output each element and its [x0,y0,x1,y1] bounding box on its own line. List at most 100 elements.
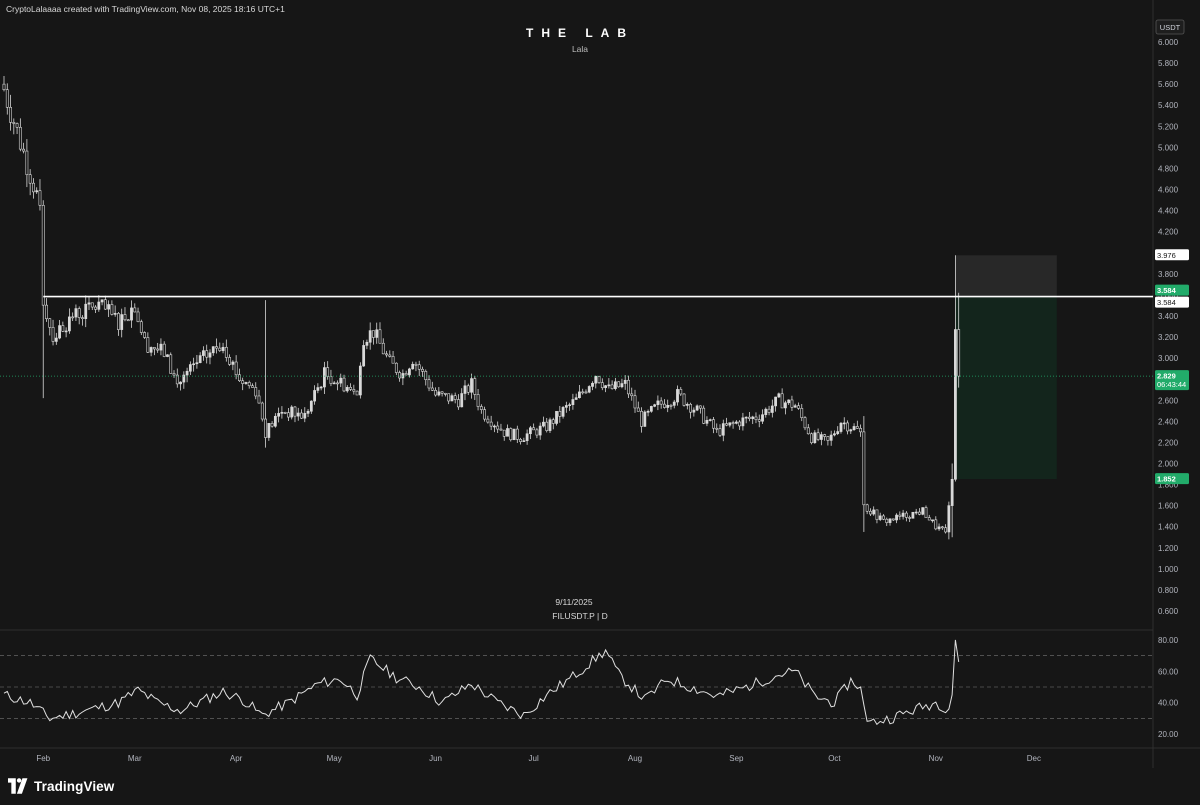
price-tick-label: 0.800 [1158,586,1179,595]
candle [375,322,379,344]
candle [754,412,758,424]
candle [849,428,853,434]
position-target-zone[interactable] [955,296,1057,480]
candle [417,360,421,377]
candle [71,312,75,321]
price-tick-label: 1.400 [1158,523,1179,532]
candle [748,412,751,422]
candle [865,503,869,515]
overlay-lines [0,295,1153,377]
candle [277,407,281,423]
candle [725,417,728,427]
grid-layer [0,0,1200,768]
price-tick-label: 5.800 [1158,59,1179,68]
candle [306,409,310,418]
price-tick-label: 3.400 [1158,312,1179,321]
candle [81,315,84,326]
tradingview-logo[interactable]: TradingView [8,778,114,794]
tradingview-logo-text: TradingView [34,778,115,794]
candle [476,389,480,411]
candle [757,414,761,428]
candle [833,430,836,437]
candlestick-series [2,75,961,540]
candle [875,509,879,524]
candle [519,437,522,445]
candle [607,378,611,389]
candle [793,403,797,408]
price-tick-label: 4.800 [1158,164,1179,173]
candle [198,352,202,364]
candle [587,385,591,394]
candle [842,417,846,430]
candle [273,413,277,428]
candle [846,420,849,435]
candle [205,344,209,364]
candle [463,380,467,401]
time-tick-label: Feb [36,754,50,763]
candle [404,370,408,376]
candle [535,427,539,439]
candle [100,299,104,306]
candle [872,506,876,516]
candle [424,369,428,386]
candle [810,432,813,445]
candle [41,200,45,399]
candle [9,94,12,131]
candle [244,381,248,385]
candle [522,437,526,442]
candle [630,387,634,401]
candle [944,524,948,534]
candle [486,415,490,424]
candle [594,375,598,389]
candle [460,388,464,408]
time-tick-label: Nov [929,754,943,763]
candle [538,422,542,440]
candle [45,298,48,322]
candle [852,423,856,431]
candle [819,431,823,446]
candle [74,304,78,322]
time-tick-label: Aug [628,754,642,763]
candle [532,423,536,431]
rsi-tick-label: 20.00 [1158,730,1179,739]
candle [130,300,133,328]
candle [15,122,19,135]
candle [247,380,251,389]
candle [97,295,101,312]
candle [823,433,827,441]
candle [192,357,196,372]
candle [48,318,52,336]
candle [342,374,346,393]
chart-canvas[interactable]: 80.00 60.00 40.00 20.00 6.000 5.800 5.600 5.40… [0,0,1200,768]
candle [162,341,166,358]
candle [643,410,647,427]
candle [914,508,918,515]
candle [721,419,725,442]
candle [816,428,820,442]
candle [515,425,519,443]
candle [738,420,742,430]
price-badge: 3.584 [1155,296,1189,308]
time-tick-label: Oct [828,754,841,763]
candle [751,415,755,425]
candle [558,405,562,423]
candle [316,383,320,394]
candle [878,512,882,522]
candle [77,306,81,325]
candle [931,519,934,523]
candle [202,346,205,361]
currency-badge[interactable]: USDT [1155,19,1185,35]
position-stop-zone[interactable] [955,255,1057,297]
candle [238,368,241,383]
candle [947,501,951,540]
candle [715,423,719,433]
candle [110,300,114,316]
candle [548,417,552,434]
candle [479,404,483,414]
candle [208,349,212,365]
candle [777,392,781,398]
candle [450,393,454,402]
candle [61,321,65,333]
price-tick-label: 0.600 [1158,607,1179,616]
price-tick-label: 1.600 [1158,502,1179,511]
